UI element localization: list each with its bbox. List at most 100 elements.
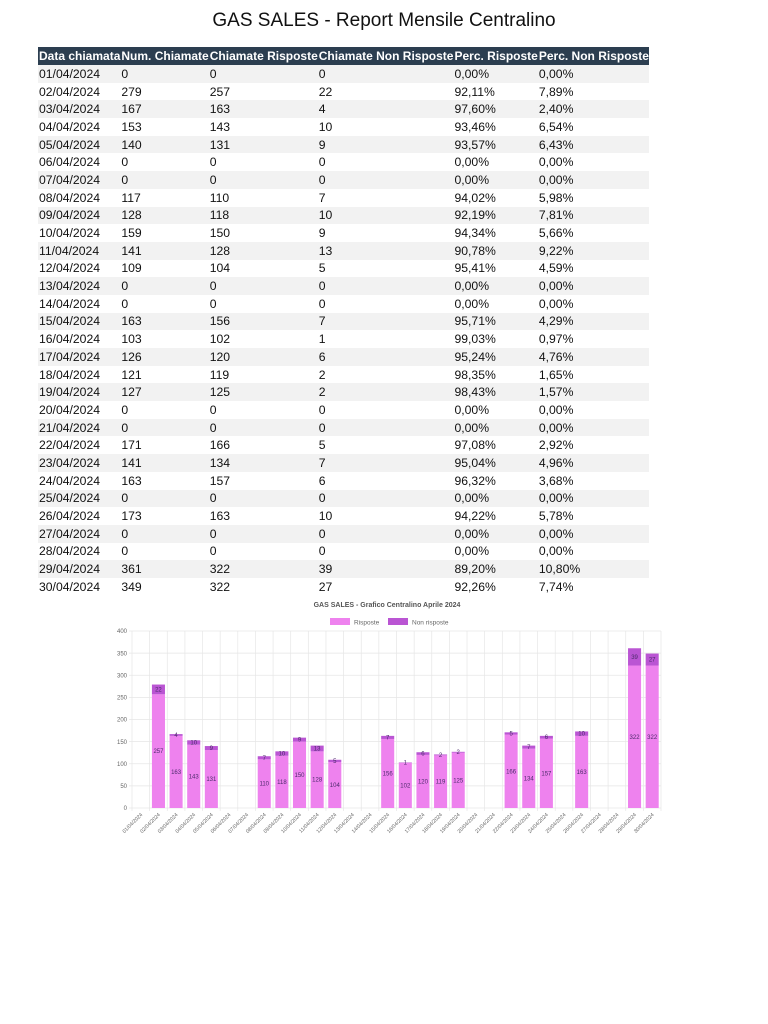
cell-perc-unanswered: 0,00% xyxy=(537,524,649,543)
bar-risposte xyxy=(398,762,412,808)
cell-answered: 0 xyxy=(209,402,217,417)
cell-perc-answered: 0,00% xyxy=(453,489,538,508)
bar-non-risposte xyxy=(645,653,659,666)
cell-date: 29/04/2024 xyxy=(38,560,121,578)
cell-perc-unanswered: 4,59% xyxy=(538,261,574,276)
cell-answered: 163 xyxy=(209,509,231,524)
bar-non-risposte xyxy=(416,752,430,755)
legend-swatch-non-risposte xyxy=(388,618,408,625)
y-tick-label: 150 xyxy=(117,740,128,746)
bar-label-risposte: 119 xyxy=(436,780,446,786)
cell-perc-unanswered: 1,57% xyxy=(537,383,649,402)
cell-perc-answered: 99,03% xyxy=(454,332,496,347)
bar-risposte xyxy=(292,741,307,808)
cell-answered: 322 xyxy=(208,560,318,578)
bar-non-risposte xyxy=(451,751,465,753)
bar-label-risposte: 150 xyxy=(295,773,306,779)
bar-label-risposte: 322 xyxy=(630,735,641,741)
table-body: 01/04/2024 0 0 0 0,00% 0,00% 02/04/2024 279 257 2… xyxy=(38,65,649,596)
bar-label-non-risposte: 6 xyxy=(421,752,425,758)
table-row: 13/04/2024 0 0 0 0,00% 0,00% xyxy=(38,277,649,295)
cell-unanswered: 6 xyxy=(318,473,326,488)
bar-label-risposte: 257 xyxy=(153,749,164,755)
cell-answered: 120 xyxy=(208,348,318,366)
report-title: GAS SALES - Report Mensile Centralino xyxy=(212,10,556,31)
bar-label-risposte: 102 xyxy=(400,783,411,789)
cell-num-calls: 117 xyxy=(121,190,141,205)
chart-legend: Risposte Non risposte xyxy=(330,618,449,627)
calls-stacked-bar-chart: GAS SALES - Grafico Centralino Aprile 20… xyxy=(117,602,662,835)
cell-unanswered: 0 xyxy=(317,418,454,437)
bar-risposte xyxy=(310,751,324,808)
bar-risposte xyxy=(575,735,589,808)
cell-answered: 0 xyxy=(208,524,318,543)
cell-perc-unanswered: 7,81% xyxy=(537,206,649,225)
cell-unanswered: 7 xyxy=(318,190,326,205)
cell-num-calls: 159 xyxy=(121,226,142,241)
bar-label-non-risposte: 10 xyxy=(279,752,286,758)
cell-num-calls: 128 xyxy=(120,206,209,225)
cell-num-calls: 0 xyxy=(120,418,209,437)
cell-num-calls: 126 xyxy=(120,348,209,366)
column-header-num-calls: Num. Chiamate xyxy=(120,47,209,65)
cell-date: 03/04/2024 xyxy=(38,100,121,119)
cell-perc-unanswered: 6,54% xyxy=(538,119,574,134)
chart-y-axis: 0 50 100 150 200 250 300 350 400 xyxy=(117,629,128,812)
table-row: 29/04/2024 361 322 39 89,20% 10,80% xyxy=(38,560,649,578)
bar-label-non-risposte: 27 xyxy=(649,658,656,664)
bar-label-non-risposte: 4 xyxy=(174,733,178,739)
table-row: 14/04/2024 0 0 0 0,00% 0,00% xyxy=(38,295,649,313)
cell-num-calls: 140 xyxy=(120,135,209,154)
cell-perc-answered: 92,19% xyxy=(453,206,538,225)
table-row: 21/04/2024 0 0 0 0,00% 0,00% xyxy=(38,418,649,437)
cell-answered: 143 xyxy=(209,119,231,134)
bar-non-risposte xyxy=(292,737,307,742)
bar-label-non-risposte: 10 xyxy=(190,741,197,747)
cell-date: 05/04/2024 xyxy=(38,135,121,154)
cell-perc-unanswered: 5,78% xyxy=(538,509,574,524)
bar-non-risposte xyxy=(204,746,218,751)
table-row: 04/04/2024 153 143 10 93,46% 6,54% xyxy=(38,118,649,136)
bar-non-risposte xyxy=(504,732,518,735)
cell-num-calls: 0 xyxy=(121,155,129,170)
cell-perc-answered: 0,00% xyxy=(453,277,538,295)
cell-perc-unanswered: 0,00% xyxy=(537,418,649,437)
cell-answered: 119 xyxy=(209,367,230,382)
bar-risposte xyxy=(628,665,642,808)
cell-perc-unanswered: 0,00% xyxy=(537,277,649,295)
legend-label-non-risposte: Non risposte xyxy=(412,620,449,627)
cell-perc-answered: 0,00% xyxy=(454,402,490,417)
bar-label-non-risposte: 39 xyxy=(631,655,638,661)
cell-num-calls: 103 xyxy=(121,332,142,347)
cell-unanswered: 0 xyxy=(318,402,326,417)
cell-unanswered: 13 xyxy=(317,241,454,260)
cell-perc-unanswered: 5,98% xyxy=(538,190,574,205)
cell-perc-unanswered: 1,65% xyxy=(538,367,574,382)
cell-perc-unanswered: 10,80% xyxy=(537,560,649,578)
cell-num-calls: 121 xyxy=(121,367,142,382)
table-row: 16/04/2024 103 102 1 99,03% 0,97% xyxy=(38,330,649,348)
cell-date: 07/04/2024 xyxy=(38,171,121,189)
cell-date: 14/04/2024 xyxy=(39,296,100,311)
cell-num-calls: 141 xyxy=(120,454,209,472)
cell-answered: 0 xyxy=(208,277,318,295)
bar-non-risposte xyxy=(328,759,342,762)
table-row: 17/04/2024 126 120 6 95,24% 4,76% xyxy=(38,348,649,366)
column-header-unanswered: Chiamate Non Risposte xyxy=(317,47,454,65)
cell-answered: 0 xyxy=(209,155,217,170)
cell-num-calls: 0 xyxy=(121,544,129,559)
cell-date: 30/04/2024 xyxy=(39,579,100,594)
cell-perc-unanswered: 0,00% xyxy=(538,155,574,170)
bar-label-non-risposte: 13 xyxy=(314,746,321,752)
bar-non-risposte xyxy=(257,756,271,760)
cell-date: 28/04/2024 xyxy=(39,544,100,559)
cell-perc-answered: 95,24% xyxy=(453,348,538,366)
bar-risposte xyxy=(522,748,536,808)
cell-date: 13/04/2024 xyxy=(38,277,121,295)
cell-num-calls: 173 xyxy=(121,509,142,524)
bar-label-non-risposte: 5 xyxy=(333,759,337,765)
bar-label-risposte: 157 xyxy=(541,771,552,777)
cell-unanswered: 7 xyxy=(317,312,454,331)
cell-answered: 257 xyxy=(209,84,231,99)
cell-unanswered: 0 xyxy=(317,524,454,543)
